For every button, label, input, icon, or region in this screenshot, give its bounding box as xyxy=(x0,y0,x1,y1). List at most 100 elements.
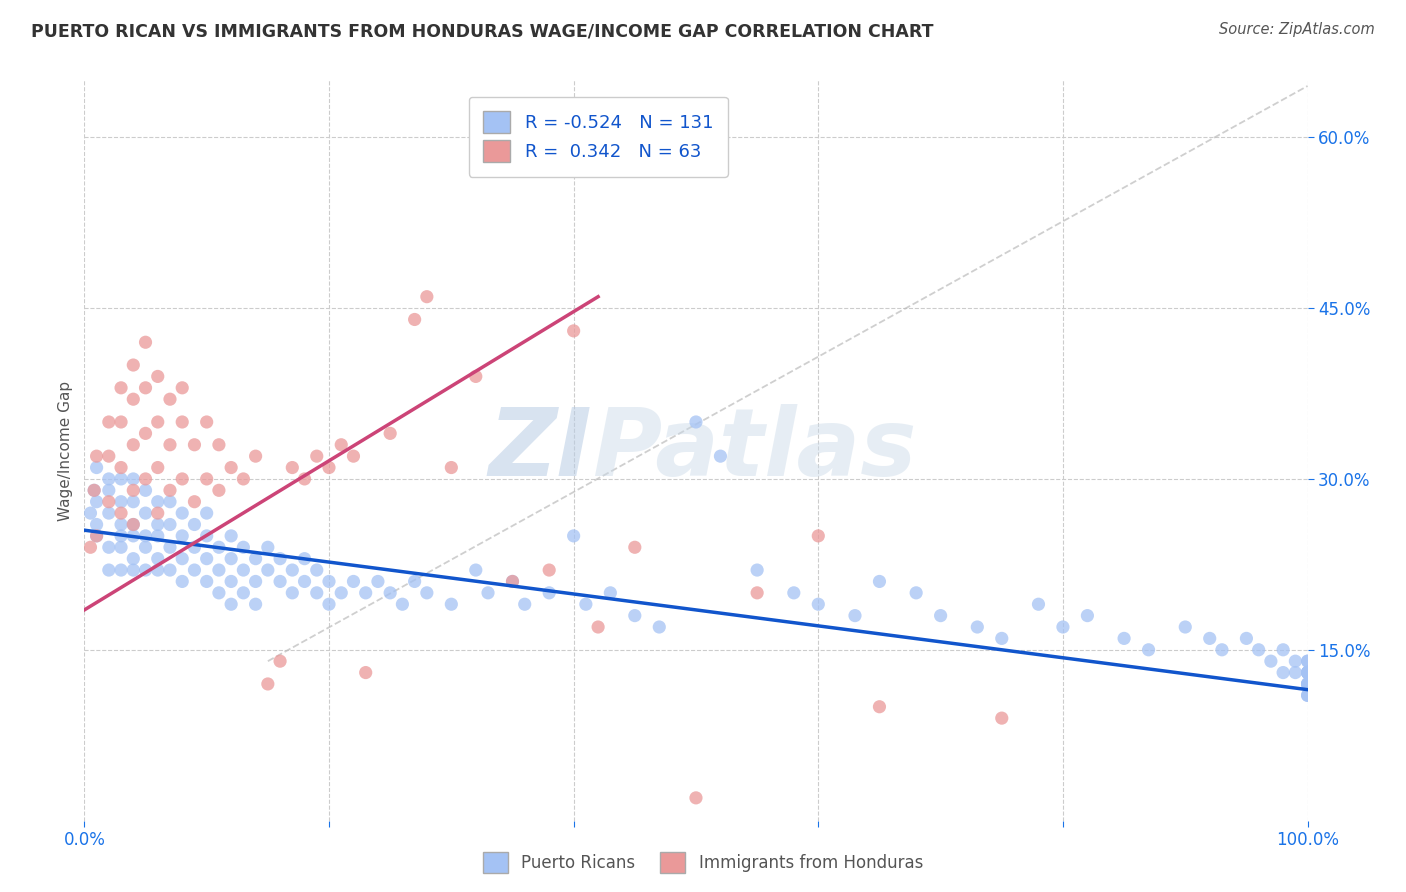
Point xyxy=(477,586,499,600)
Point xyxy=(1260,654,1282,668)
Point xyxy=(172,574,194,589)
Point xyxy=(380,426,402,441)
Point xyxy=(1174,620,1197,634)
Point xyxy=(79,506,101,520)
Point xyxy=(1296,677,1319,691)
Point xyxy=(146,563,169,577)
Point xyxy=(305,586,328,600)
Point xyxy=(79,541,101,555)
Y-axis label: Wage/Income Gap: Wage/Income Gap xyxy=(58,380,73,521)
Point xyxy=(1296,665,1319,680)
Point xyxy=(1284,665,1306,680)
Point xyxy=(86,449,108,463)
Point xyxy=(110,472,132,486)
Point xyxy=(146,529,169,543)
Point xyxy=(219,574,242,589)
Point xyxy=(135,472,157,486)
Point xyxy=(172,381,194,395)
Point xyxy=(172,551,194,566)
Point xyxy=(391,597,413,611)
Point xyxy=(281,460,304,475)
Point xyxy=(146,415,169,429)
Point xyxy=(245,574,267,589)
Point xyxy=(195,551,218,566)
Point xyxy=(159,517,181,532)
Point xyxy=(1296,665,1319,680)
Point xyxy=(135,506,157,520)
Point xyxy=(1296,677,1319,691)
Point xyxy=(122,529,145,543)
Point xyxy=(318,597,340,611)
Point xyxy=(991,632,1014,646)
Point xyxy=(146,369,169,384)
Point xyxy=(807,529,830,543)
Point xyxy=(97,506,120,520)
Point xyxy=(1296,677,1319,691)
Point xyxy=(1137,642,1160,657)
Point xyxy=(269,654,291,668)
Point xyxy=(599,586,621,600)
Point xyxy=(97,541,120,555)
Point xyxy=(86,494,108,508)
Point xyxy=(905,586,928,600)
Point xyxy=(562,324,585,338)
Point xyxy=(110,529,132,543)
Text: ZI: ZI xyxy=(488,404,592,497)
Point xyxy=(110,494,132,508)
Point xyxy=(183,563,205,577)
Point xyxy=(97,563,120,577)
Point xyxy=(1296,677,1319,691)
Point xyxy=(1296,665,1319,680)
Point xyxy=(97,483,120,498)
Point xyxy=(146,506,169,520)
Point xyxy=(97,472,120,486)
Point xyxy=(342,449,364,463)
Point xyxy=(685,790,707,805)
Point xyxy=(844,608,866,623)
Point xyxy=(1296,665,1319,680)
Point xyxy=(97,449,120,463)
Point xyxy=(464,563,486,577)
Point xyxy=(195,506,218,520)
Point xyxy=(110,381,132,395)
Point xyxy=(110,506,132,520)
Point xyxy=(929,608,952,623)
Point xyxy=(1211,642,1233,657)
Point xyxy=(245,551,267,566)
Point xyxy=(195,574,218,589)
Point xyxy=(281,563,304,577)
Point xyxy=(97,494,120,508)
Point xyxy=(1272,642,1295,657)
Point xyxy=(1296,689,1319,703)
Point xyxy=(122,551,145,566)
Point xyxy=(685,415,707,429)
Point xyxy=(208,563,231,577)
Point xyxy=(110,517,132,532)
Point xyxy=(1076,608,1098,623)
Point xyxy=(135,529,157,543)
Point xyxy=(404,312,426,326)
Point xyxy=(1272,665,1295,680)
Point xyxy=(219,529,242,543)
Point xyxy=(1198,632,1220,646)
Point xyxy=(245,597,267,611)
Point xyxy=(219,551,242,566)
Point xyxy=(219,597,242,611)
Point xyxy=(747,563,769,577)
Point xyxy=(159,483,181,498)
Point xyxy=(1052,620,1074,634)
Point xyxy=(195,415,218,429)
Point xyxy=(86,529,108,543)
Point xyxy=(208,586,231,600)
Point xyxy=(294,472,316,486)
Point xyxy=(464,369,486,384)
Point xyxy=(586,620,609,634)
Point xyxy=(159,438,181,452)
Point xyxy=(172,472,194,486)
Point xyxy=(354,586,377,600)
Point xyxy=(869,699,891,714)
Point xyxy=(869,574,891,589)
Point xyxy=(110,415,132,429)
Point xyxy=(135,541,157,555)
Point xyxy=(330,438,353,452)
